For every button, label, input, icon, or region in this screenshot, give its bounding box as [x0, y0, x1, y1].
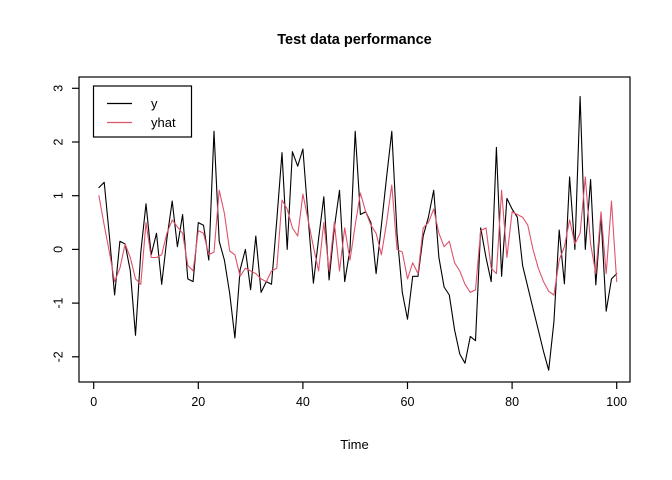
- x-tick-label: 100: [606, 395, 627, 409]
- series-lines: [98, 95, 618, 371]
- x-tick-label: 60: [401, 395, 415, 409]
- x-tick-label: 20: [191, 395, 205, 409]
- y-tick-label: 3: [51, 85, 65, 92]
- y-tick-label: 0: [51, 246, 65, 253]
- y-tick-label: 2: [51, 138, 65, 145]
- chart-title: Test data performance: [277, 32, 431, 48]
- series-line-yhat: [98, 176, 618, 296]
- axes: 0 20 40 60 80 100 3 2 1 0 -1 -2: [51, 76, 631, 409]
- y-tick-label: -2: [51, 351, 65, 362]
- x-tick-label: 80: [505, 395, 519, 409]
- x-axis-title: Time: [340, 437, 368, 452]
- plot-box: [78, 76, 631, 383]
- legend-label-y: y: [151, 96, 158, 111]
- x-tick-label: 0: [90, 395, 97, 409]
- y-tick-label: -1: [51, 297, 65, 308]
- legend-box: [92, 85, 193, 138]
- x-tick-label: 40: [296, 395, 310, 409]
- legend-label-yhat: yhat: [151, 115, 176, 130]
- legend: y yhat: [92, 85, 193, 138]
- y-tick-label: 1: [51, 192, 65, 199]
